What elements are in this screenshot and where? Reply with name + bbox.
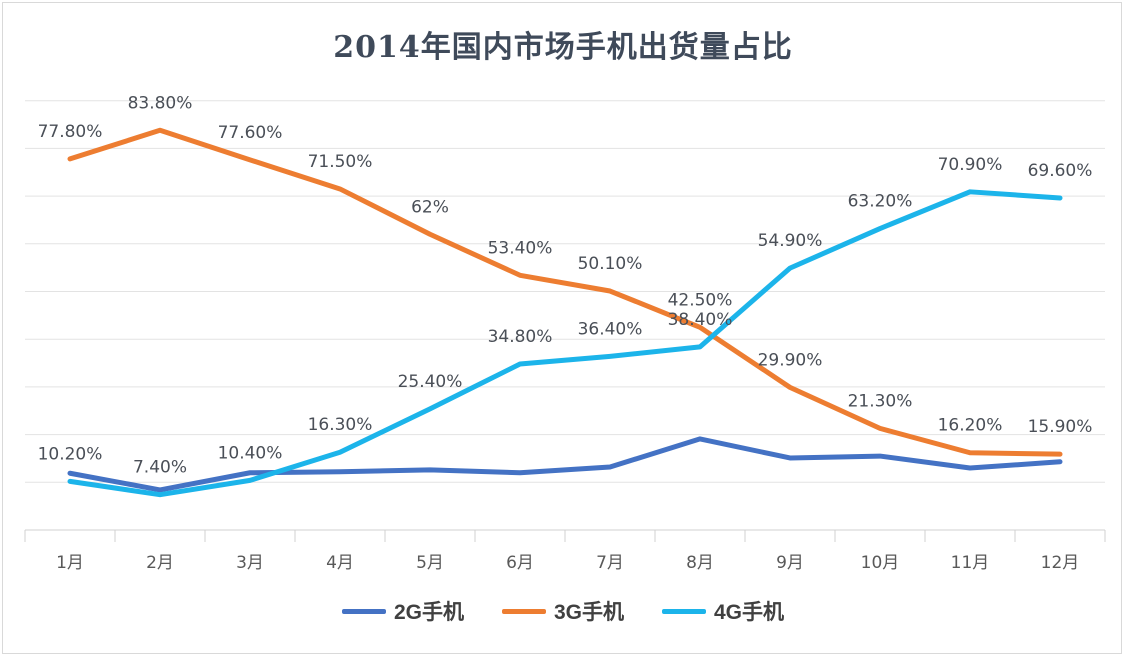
series-line-3G手机 [67,127,1063,457]
legend-swatch [662,608,706,614]
x-tick-label: 4月 [326,553,354,573]
legend: 2G手机 3G手机 4G手机 [0,596,1126,626]
data-label: 25.40% [398,372,463,392]
data-label: 77.60% [218,123,283,143]
data-label: 38.40% [668,310,733,330]
data-label: 21.30% [848,391,913,411]
data-label: 34.80% [488,327,553,347]
data-label: 29.90% [758,350,823,370]
data-label: 42.50% [668,290,733,310]
data-label: 10.40% [218,443,283,463]
legend-item: 4G手机 [662,596,784,626]
legend-label: 3G手机 [553,601,624,624]
x-tick-label: 7月 [596,553,624,573]
data-label: 83.80% [128,93,193,113]
legend-item: 3G手机 [501,596,624,626]
data-label: 62% [411,197,449,217]
data-label: 53.40% [488,238,553,258]
x-tick-label: 10月 [861,553,900,573]
x-tick-label: 6月 [506,553,534,573]
data-label: 36.40% [578,319,643,339]
series-line-4G手机 [67,189,1063,498]
legend-swatch [501,608,546,614]
x-tick-label: 8月 [686,553,714,573]
series-line-2G手机 [67,436,1063,493]
x-tick-label: 2月 [146,553,174,573]
x-tick-label: 5月 [416,553,444,573]
data-label: 77.80% [38,122,103,142]
data-label: 50.10% [578,254,643,274]
legend-label: 4G手机 [714,601,785,624]
legend-swatch [341,608,386,614]
x-tick-label: 9月 [776,553,804,573]
data-label: 63.20% [848,192,913,212]
x-tick-label: 12月 [1041,553,1080,573]
x-tick-label: 1月 [56,553,84,573]
data-label: 10.20% [38,444,103,464]
data-label: 69.60% [1028,161,1093,181]
legend-label: 2G手机 [393,601,464,624]
x-tick-label: 11月 [951,553,990,573]
x-tick-label: 3月 [236,553,264,573]
data-label: 7.40% [133,458,187,478]
data-label: 16.30% [308,415,373,435]
data-label: 70.90% [938,155,1003,175]
data-label: 71.50% [308,152,373,172]
data-label: 15.90% [1028,417,1093,437]
data-label: 16.20% [938,416,1003,436]
legend-item: 2G手机 [341,596,464,626]
data-label: 54.90% [758,231,823,251]
chart-title: 2014年国内市场手机出货量占比 [333,30,793,65]
